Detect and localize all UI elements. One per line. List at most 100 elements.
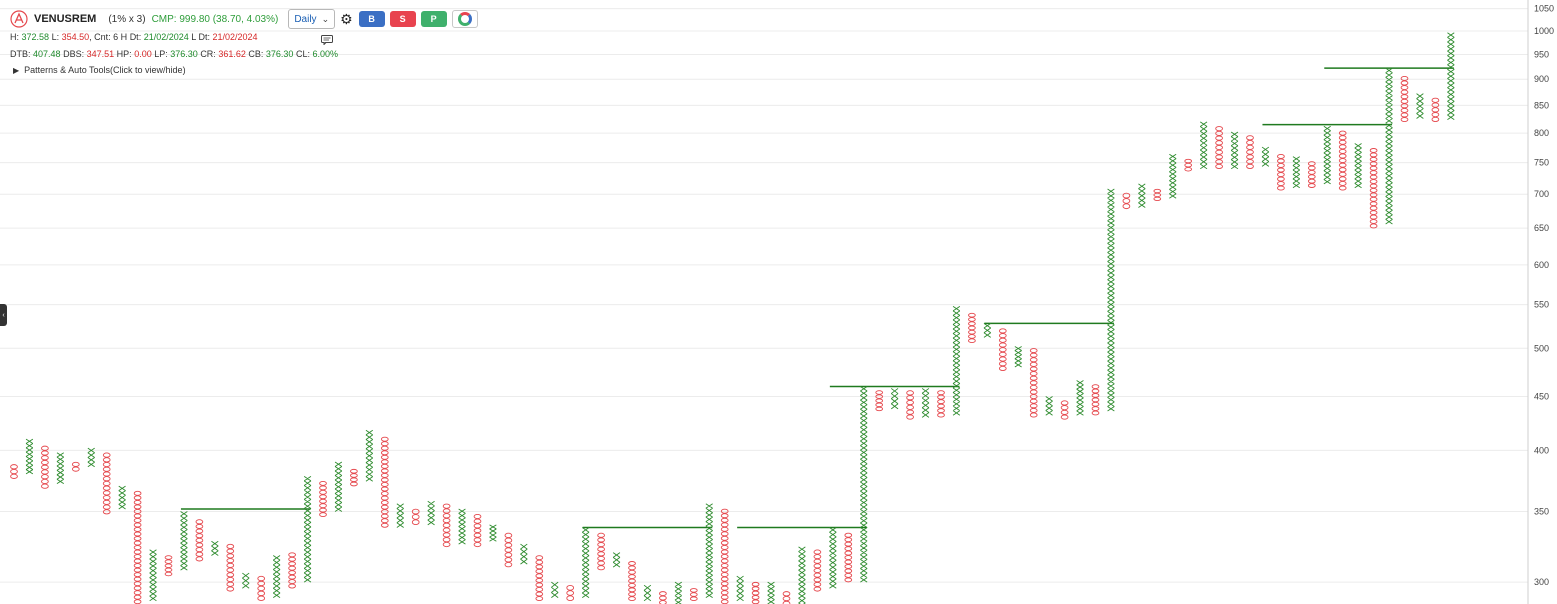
patterns-label: Patterns & Auto Tools(Click to view/hide… (24, 65, 186, 75)
o-mark (937, 412, 945, 418)
o-mark (1369, 210, 1378, 216)
side-panel-handle[interactable]: ‹ (0, 304, 7, 326)
o-mark (566, 590, 575, 596)
o-mark (1029, 380, 1038, 386)
x-column (1169, 153, 1177, 199)
timeframe-select[interactable]: Daily ⌄ (288, 9, 336, 29)
o-mark (1400, 89, 1409, 95)
o-mark (1431, 97, 1440, 103)
o-mark (937, 403, 945, 409)
gear-icon[interactable]: ⚙ (340, 10, 353, 27)
x-column (149, 549, 157, 602)
x-column (890, 388, 899, 410)
o-mark (535, 596, 544, 602)
o-mark (720, 572, 729, 578)
o-mark (473, 537, 482, 543)
x-marks (334, 461, 343, 512)
o-mark (535, 559, 544, 565)
o-mark (226, 572, 235, 578)
y-tick-label: 450 (1534, 392, 1549, 402)
o-mark (380, 468, 389, 474)
o-mark (1338, 180, 1347, 186)
x-marks (581, 527, 590, 599)
x-marks (1107, 188, 1115, 412)
o-mark (1153, 196, 1162, 202)
o-mark (535, 564, 544, 570)
o-mark (1369, 156, 1378, 162)
x-marks (612, 552, 621, 568)
o-mark (1338, 148, 1347, 154)
o-mark (597, 537, 605, 543)
o-mark (1215, 163, 1223, 170)
o-mark (133, 590, 142, 596)
o-column (1091, 384, 1100, 416)
o-mark (1277, 154, 1285, 159)
o-mark (875, 394, 884, 399)
o-mark (1400, 94, 1409, 100)
o-mark (1338, 135, 1347, 141)
x-marks (860, 386, 868, 583)
o-mark (1029, 352, 1038, 358)
o-mark (813, 549, 822, 555)
x-marks (1045, 396, 1053, 416)
o-mark (133, 499, 142, 505)
o-mark (411, 514, 420, 520)
x-marks (211, 540, 219, 556)
o-mark (720, 594, 729, 600)
o-mark (41, 459, 49, 466)
o-mark (226, 543, 235, 550)
o-column (1060, 400, 1069, 420)
patterns-toggle[interactable]: ▶ Patterns & Auto Tools(Click to view/hid… (13, 65, 186, 75)
o-mark (164, 571, 173, 577)
o-column (473, 513, 482, 548)
o-mark (1369, 165, 1378, 171)
o-mark (1338, 139, 1347, 145)
o-mark (133, 599, 142, 604)
o-mark (1153, 188, 1162, 194)
o-mark (597, 555, 605, 562)
o-mark (411, 519, 420, 526)
x-marks (56, 452, 64, 485)
x-marks (118, 485, 126, 510)
o-mark (1246, 135, 1254, 141)
o-mark (968, 325, 976, 331)
o-mark (380, 491, 389, 497)
color-wheel-button[interactable] (451, 10, 478, 28)
box-size-info: (1% x 3) (108, 13, 146, 25)
o-column (782, 591, 791, 604)
o-mark (1029, 394, 1038, 400)
x-column (1354, 143, 1362, 189)
x-column (1014, 346, 1022, 368)
o-mark (906, 395, 914, 401)
x-marks (890, 388, 899, 410)
o-mark (133, 513, 142, 519)
o-mark (226, 567, 235, 573)
o-mark (628, 561, 636, 566)
dbs-value: 347.51 (86, 49, 115, 59)
o-mark (102, 499, 111, 505)
o-mark (102, 457, 111, 463)
comment-icon[interactable] (321, 35, 333, 45)
o-mark (998, 356, 1007, 362)
o-column (319, 480, 327, 518)
o-mark (1246, 163, 1254, 170)
o-mark (1029, 375, 1038, 381)
o-mark (720, 508, 729, 514)
o-mark (1153, 192, 1162, 198)
sell-button[interactable]: S (389, 11, 416, 27)
o-mark (350, 481, 358, 487)
o-mark (1338, 130, 1347, 136)
o-mark (504, 562, 513, 568)
o-mark (102, 476, 111, 482)
x-marks (87, 447, 95, 468)
buy-button[interactable]: B (358, 11, 385, 27)
o-mark (10, 468, 18, 475)
o-mark (442, 503, 451, 509)
cb-value: 376.30 (265, 49, 294, 59)
high-value: 372.58 (21, 32, 50, 42)
gridlines (0, 8, 1528, 583)
x-marks (489, 524, 497, 542)
x-marks (983, 322, 992, 338)
x-column (643, 584, 652, 602)
p-button[interactable]: P (420, 11, 447, 27)
